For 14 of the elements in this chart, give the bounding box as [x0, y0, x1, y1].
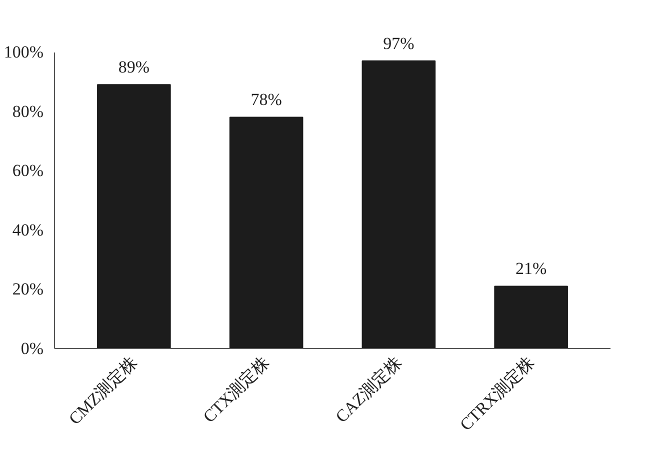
data-label: 78% [250, 90, 282, 110]
y-tick-label: 20% [12, 280, 44, 299]
data-label: 21% [515, 259, 547, 278]
y-tick-label: 0% [20, 339, 44, 358]
data-label: 89% [118, 58, 150, 77]
bar [97, 84, 171, 348]
bar [229, 116, 304, 348]
y-tick-label: 60% [12, 161, 44, 180]
y-tick-label: 100% [4, 42, 44, 62]
data-label: 97% [383, 34, 414, 53]
y-tick-label: 40% [12, 220, 44, 240]
bar [494, 286, 568, 348]
y-tick-label: 80% [12, 102, 44, 121]
bar [362, 60, 436, 348]
